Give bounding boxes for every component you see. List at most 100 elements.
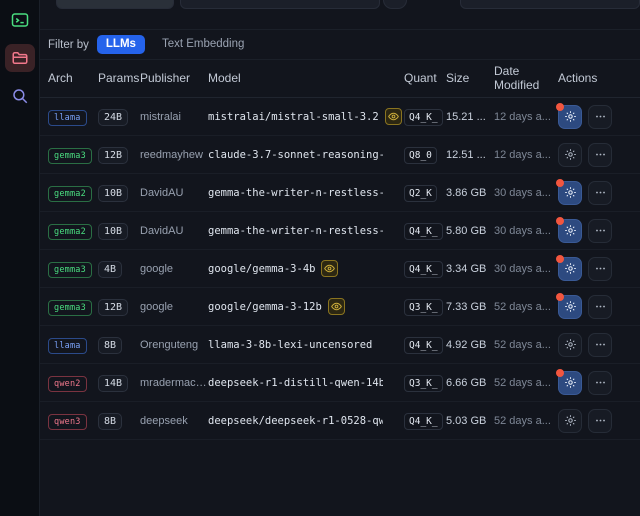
toolbar-element-2[interactable] <box>180 0 380 9</box>
cell-model[interactable]: deepseek-r1-distill-qwen-14b-unc <box>208 377 404 389</box>
model-name: google/gemma-3-4b <box>208 262 316 275</box>
table-row[interactable]: gemma3 12B google google/gemma-3-12b Q3_K_ 7.… <box>40 288 640 326</box>
model-settings-button[interactable] <box>558 142 582 167</box>
toolbar-element-4[interactable] <box>460 0 640 9</box>
cell-model[interactable]: gemma-the-writer-n-restless-quill <box>208 187 404 199</box>
arch-badge: qwen3 <box>48 414 87 430</box>
cell-model[interactable]: gemma-the-writer-n-restless-quill <box>208 225 404 237</box>
cell-model[interactable]: google/gemma-3-12b <box>208 298 404 315</box>
params-badge: 10B <box>98 223 129 240</box>
more-options-button[interactable] <box>588 180 612 205</box>
table-row[interactable]: gemma3 4B google google/gemma-3-4b Q4_K_ 3.34… <box>40 250 640 288</box>
cell-model[interactable]: llama-3-8b-lexi-uncensored <box>208 339 404 351</box>
sidebar-item-discover[interactable] <box>5 82 35 110</box>
header-quant[interactable]: Quant <box>404 70 437 85</box>
cell-publisher: DavidAU <box>140 224 184 237</box>
model-settings-button[interactable] <box>556 292 582 319</box>
table-row[interactable]: gemma3 12B reedmayhew claude-3.7-sonnet-rea… <box>40 136 640 174</box>
update-available-badge <box>556 216 564 225</box>
model-settings-button[interactable] <box>556 102 582 129</box>
gear-icon <box>564 187 576 198</box>
table-row[interactable]: gemma2 10B DavidAU gemma-the-writer-n-restl… <box>40 212 640 250</box>
more-options-button[interactable] <box>588 294 612 319</box>
more-options-button[interactable] <box>588 370 612 395</box>
header-arch[interactable]: Arch <box>48 70 73 85</box>
header-publisher[interactable]: Publisher <box>140 70 191 85</box>
model-settings-button[interactable] <box>558 408 582 433</box>
cell-arch: gemma2 <box>48 221 98 240</box>
ellipsis-icon <box>595 267 605 270</box>
update-available-badge <box>556 292 564 301</box>
update-available-badge <box>556 102 564 111</box>
table-row[interactable]: llama 8B Orenguteng llama-3-8b-lexi-uncenso… <box>40 326 640 364</box>
cell-publisher: DavidAU <box>140 186 184 199</box>
header-date-modified[interactable]: Date Modified <box>494 64 558 92</box>
model-settings-button[interactable] <box>556 178 582 205</box>
main-content: Filter by LLMs Text Embedding Arch Param… <box>40 0 640 516</box>
cell-model[interactable]: claude-3.7-sonnet-reasoning-gemma <box>208 149 404 161</box>
more-options-button[interactable] <box>588 408 612 433</box>
table-row[interactable]: qwen2 14B mradermach... deepseek-r1-distill… <box>40 364 640 402</box>
params-badge: 4B <box>98 261 123 278</box>
cell-publisher: google <box>140 262 174 275</box>
cell-size: 3.34 GB <box>446 262 487 275</box>
more-options-button[interactable] <box>588 142 612 167</box>
arch-badge: llama <box>48 338 87 354</box>
filter-by-label: Filter by <box>48 38 89 51</box>
params-badge: 12B <box>98 299 129 316</box>
model-settings-button[interactable] <box>558 332 582 357</box>
gear-icon <box>564 111 576 122</box>
header-size[interactable]: Size <box>446 70 470 85</box>
more-options-button[interactable] <box>588 332 612 357</box>
cell-publisher: deepseek <box>140 414 188 427</box>
cell-arch: llama <box>48 107 98 126</box>
cell-params: 4B <box>98 259 140 278</box>
table-row[interactable]: qwen3 8B deepseek deepseek/deepseek-r1-0528… <box>40 402 640 440</box>
table-row[interactable]: gemma2 10B DavidAU gemma-the-writer-n-restl… <box>40 174 640 212</box>
terminal-icon <box>11 13 28 27</box>
filter-option-llms[interactable]: LLMs <box>96 35 145 54</box>
sidebar-item-my-models[interactable] <box>4 44 35 72</box>
update-available-badge <box>556 178 564 187</box>
cell-size: 15.21 ... <box>446 110 486 123</box>
cell-date-modified: 52 days a... <box>494 338 551 351</box>
cell-actions <box>556 216 624 243</box>
model-settings-button[interactable] <box>556 254 582 281</box>
more-options-button[interactable] <box>588 218 612 243</box>
table-row[interactable]: llama 24B mistralai mistralai/mistral-small… <box>40 98 640 136</box>
ellipsis-icon <box>595 381 605 384</box>
table-header-row: Arch Params Publisher Model Quant Size D… <box>40 60 640 98</box>
update-available-badge <box>556 254 564 263</box>
cell-size: 7.33 GB <box>446 300 487 313</box>
header-params[interactable]: Params <box>98 70 140 85</box>
quant-badge: Q4_K_ <box>404 109 443 126</box>
model-settings-button[interactable] <box>556 216 582 243</box>
header-model[interactable]: Model <box>208 71 241 85</box>
filter-option-text-embedding[interactable]: Text Embedding <box>161 38 245 51</box>
cell-model[interactable]: mistralai/mistral-small-3.2 <box>208 108 404 125</box>
more-options-button[interactable] <box>588 104 612 129</box>
cell-arch: gemma3 <box>48 297 98 316</box>
more-options-button[interactable] <box>588 256 612 281</box>
cell-model[interactable]: deepseek/deepseek-r1-0528-qwen3-8 <box>208 415 404 427</box>
toolbar-element-1[interactable] <box>56 0 174 9</box>
cell-params: 8B <box>98 335 140 354</box>
toolbar-element-3[interactable] <box>383 0 407 9</box>
cell-quant: Q4_K_ <box>404 411 446 430</box>
filter-bar: Filter by LLMs Text Embedding <box>40 30 640 60</box>
cell-arch: gemma3 <box>48 259 98 278</box>
cell-params: 12B <box>98 145 140 164</box>
cell-params: 24B <box>98 107 140 126</box>
quant-badge: Q3_K_ <box>404 375 443 392</box>
params-badge: 8B <box>98 337 123 354</box>
model-settings-button[interactable] <box>556 368 582 395</box>
cell-quant: Q3_K_ <box>404 373 446 392</box>
model-name: google/gemma-3-12b <box>208 300 322 313</box>
cell-params: 8B <box>98 411 140 430</box>
params-badge: 14B <box>98 375 129 392</box>
cell-model[interactable]: google/gemma-3-4b <box>208 260 404 277</box>
sidebar-item-terminal[interactable] <box>5 6 35 34</box>
arch-badge: gemma3 <box>48 262 92 278</box>
cell-arch: gemma2 <box>48 183 98 202</box>
